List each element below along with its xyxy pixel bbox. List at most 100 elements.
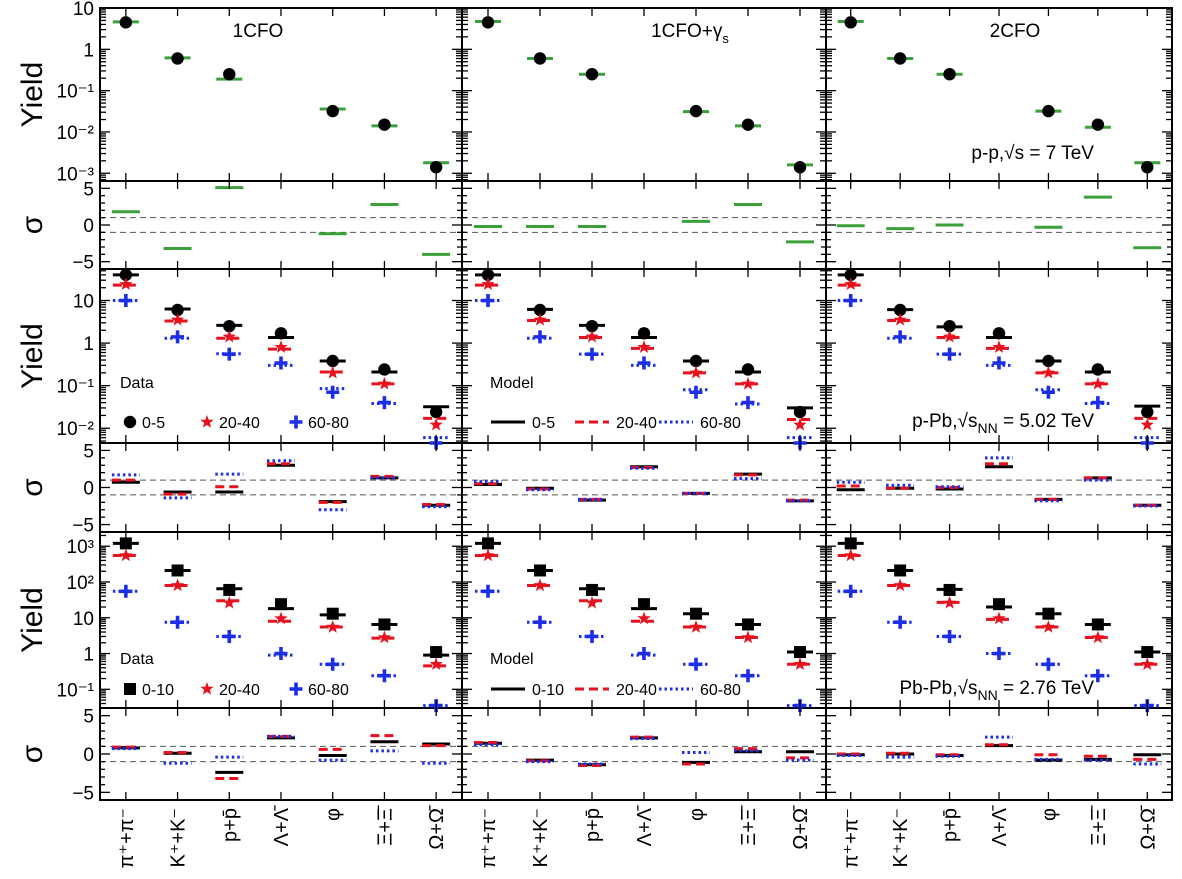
data-star-marker	[1091, 630, 1105, 644]
category-label: π⁺+π⁻	[841, 808, 863, 868]
data-circle-marker	[943, 67, 956, 81]
data-star-marker	[585, 329, 599, 343]
data-circle-marker	[429, 405, 443, 419]
sigma-axis-label: σ	[16, 215, 49, 234]
category-label: π⁺+π⁻	[116, 808, 138, 868]
data-cross-marker	[741, 669, 755, 683]
data-circle-marker	[893, 303, 907, 317]
data-circle-marker	[1141, 405, 1154, 419]
model-legend-label: 60-80	[700, 682, 741, 699]
data-circle-marker	[429, 161, 443, 174]
data-markers	[119, 16, 1154, 713]
data-circle-marker	[689, 354, 703, 368]
y-tick-label: 10⁻³	[57, 164, 95, 185]
data-legend-title: Data	[120, 375, 154, 392]
data-legend-label: 0-5	[142, 415, 165, 432]
model-legend-label: 0-5	[532, 415, 555, 432]
data-circle-marker	[171, 303, 184, 317]
panel-frame	[461, 707, 827, 801]
data-cross-marker	[844, 584, 858, 598]
y-tick-label: 10⁻²	[57, 123, 95, 144]
data-cross-marker	[585, 347, 599, 361]
data-cross-marker	[992, 647, 1006, 661]
yield-axis-label: Yield	[16, 323, 49, 389]
data-star-marker	[481, 548, 495, 562]
data-cross-marker	[119, 294, 133, 308]
data-square-marker	[1042, 607, 1055, 620]
category-label: Ω+Ω̄	[426, 805, 448, 850]
collision-system-subscript: NN	[977, 420, 997, 436]
data-star-marker	[200, 415, 214, 428]
data-square-marker	[430, 646, 443, 659]
data-star-marker	[689, 365, 703, 379]
data-circle-marker	[893, 52, 907, 65]
data-circle-marker	[481, 16, 495, 29]
data-circle-marker	[223, 67, 236, 81]
data-cross-marker	[326, 385, 340, 399]
data-star-marker	[119, 277, 133, 290]
axis-ticks	[100, 7, 1172, 801]
data-square-marker	[275, 598, 287, 611]
data-cross-marker	[481, 584, 495, 598]
data-legend-label: 60-80	[308, 415, 349, 432]
y-tick-label: 5	[83, 179, 94, 200]
data-circle-marker	[533, 303, 547, 317]
data-star-marker	[377, 376, 392, 390]
data-circle-marker	[171, 52, 184, 65]
y-tick-label: 10	[73, 609, 94, 630]
data-cross-marker	[274, 647, 288, 661]
y-tick-label: −5	[72, 783, 94, 804]
model-legend-label: 60-80	[700, 415, 741, 432]
sigma-axis-label: σ	[16, 744, 49, 763]
data-square-marker	[993, 598, 1005, 611]
data-circle-marker	[793, 161, 807, 174]
data-cross-marker	[1091, 669, 1105, 683]
data-square-marker	[844, 537, 857, 550]
data-star-marker	[170, 578, 185, 592]
category-label: φ	[686, 808, 708, 821]
data-legend-label: 60-80	[308, 682, 349, 699]
data-star-marker	[741, 376, 755, 390]
data-cross-marker	[1041, 385, 1055, 399]
data-circle-marker	[741, 118, 755, 131]
y-tick-label: 10	[73, 292, 94, 313]
data-star-marker	[1140, 657, 1154, 670]
data-cross-marker	[943, 629, 957, 643]
data-star-marker	[844, 277, 858, 290]
data-cross-marker	[585, 629, 599, 643]
data-square-marker	[326, 607, 339, 620]
data-star-marker	[992, 340, 1006, 353]
data-cross-marker	[289, 415, 303, 429]
panel-frame	[825, 180, 1173, 270]
category-label: Ξ+Ξ̄	[1088, 805, 1110, 846]
data-circle-marker	[123, 415, 137, 429]
data-circle-marker	[223, 319, 236, 333]
category-label: Ξ+Ξ̄	[738, 805, 760, 846]
category-label: φ	[1038, 808, 1060, 821]
data-star-marker	[429, 417, 443, 431]
y-tick-label: 0	[83, 216, 94, 237]
data-square-marker	[124, 683, 136, 695]
data-square-marker	[943, 583, 956, 596]
data-star-marker	[1041, 365, 1056, 379]
data-star-marker	[222, 329, 236, 343]
model-legend-label: 20-40	[616, 682, 657, 699]
data-square-marker	[534, 564, 546, 577]
data-square-marker	[482, 537, 494, 550]
data-square-marker	[894, 564, 907, 577]
y-tick-label: 10⁻²	[57, 419, 95, 440]
data-square-marker	[586, 583, 598, 596]
y-tick-label: 10⁻¹	[57, 377, 95, 398]
model-legend-title: Model	[490, 651, 534, 668]
data-square-marker	[794, 646, 806, 659]
data-square-marker	[378, 618, 391, 631]
panel-frame	[461, 7, 827, 182]
y-tick-label: −5	[72, 516, 94, 537]
y-tick-label: −5	[72, 253, 94, 274]
data-cross-marker	[171, 330, 185, 344]
data-legend-label: 20-40	[219, 415, 260, 432]
data-cross-marker	[222, 629, 236, 643]
data-star-marker	[844, 548, 858, 562]
sigma-axis-label: σ	[16, 478, 49, 497]
